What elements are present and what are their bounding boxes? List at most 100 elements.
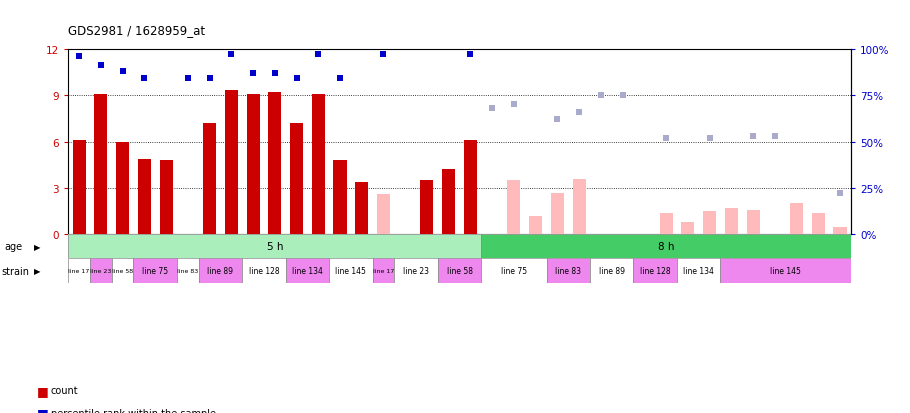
Bar — [329, 259, 372, 283]
Bar — [420, 181, 433, 235]
Text: line 128: line 128 — [640, 266, 671, 275]
Bar — [677, 259, 721, 283]
Text: ■: ■ — [36, 384, 48, 397]
Bar — [134, 259, 177, 283]
Text: ■: ■ — [36, 406, 48, 413]
Text: line 134: line 134 — [292, 266, 323, 275]
Text: line 23: line 23 — [403, 266, 430, 275]
Bar — [225, 91, 238, 235]
Bar — [198, 259, 242, 283]
Bar — [68, 259, 90, 283]
Point — [72, 54, 86, 60]
Text: line 89: line 89 — [207, 266, 234, 275]
Text: 8 h: 8 h — [658, 242, 674, 252]
Text: ▶: ▶ — [34, 242, 40, 251]
Bar — [464, 140, 477, 235]
Bar — [481, 235, 851, 259]
Point — [833, 191, 847, 197]
Bar — [508, 181, 521, 235]
Bar — [116, 142, 129, 235]
Point — [116, 69, 130, 75]
Point — [767, 133, 782, 140]
Point — [593, 93, 608, 99]
Bar — [247, 94, 259, 235]
Point — [224, 52, 238, 58]
Bar — [547, 259, 590, 283]
Point — [615, 93, 630, 99]
Point — [485, 105, 500, 112]
Bar — [746, 210, 760, 235]
Bar — [721, 259, 851, 283]
Bar — [724, 209, 738, 235]
Text: line 58: line 58 — [112, 268, 133, 273]
Bar — [633, 259, 677, 283]
Point — [703, 135, 717, 142]
Bar — [551, 193, 564, 235]
Point — [137, 76, 152, 83]
Text: line 134: line 134 — [683, 266, 714, 275]
Text: ▶: ▶ — [34, 266, 40, 275]
Point — [745, 133, 760, 140]
Text: line 75: line 75 — [142, 266, 168, 275]
Text: line 89: line 89 — [599, 266, 625, 275]
Bar — [529, 216, 542, 235]
Bar — [333, 161, 347, 235]
Point — [659, 135, 673, 142]
Text: 5 h: 5 h — [267, 242, 283, 252]
Bar — [660, 213, 672, 235]
Point — [268, 70, 282, 77]
Bar — [68, 235, 481, 259]
Text: line 145: line 145 — [336, 266, 367, 275]
Text: count: count — [51, 385, 78, 395]
Bar — [95, 94, 107, 235]
Bar — [442, 170, 455, 235]
Bar — [112, 259, 134, 283]
Bar — [377, 195, 390, 235]
Bar — [177, 259, 198, 283]
Point — [333, 76, 348, 83]
Text: line 75: line 75 — [501, 266, 527, 275]
Bar — [286, 259, 329, 283]
Text: percentile rank within the sample: percentile rank within the sample — [51, 408, 216, 413]
Point — [376, 52, 390, 58]
Bar — [372, 259, 394, 283]
Bar — [590, 259, 633, 283]
Text: line 23: line 23 — [90, 268, 112, 273]
Bar — [834, 227, 846, 235]
Point — [180, 76, 195, 83]
Point — [507, 102, 521, 109]
Text: line 83: line 83 — [555, 266, 581, 275]
Bar — [90, 259, 112, 283]
Point — [202, 76, 217, 83]
Bar — [682, 223, 694, 235]
Bar — [355, 182, 369, 235]
Bar — [572, 179, 586, 235]
Bar — [137, 159, 151, 235]
Text: line 128: line 128 — [248, 266, 279, 275]
Point — [311, 52, 326, 58]
Text: line 17: line 17 — [68, 268, 90, 273]
Point — [463, 52, 478, 58]
Bar — [312, 94, 325, 235]
Bar — [159, 161, 173, 235]
Bar — [394, 259, 438, 283]
Text: age: age — [5, 242, 23, 252]
Point — [550, 116, 564, 123]
Bar — [481, 259, 547, 283]
Bar — [268, 93, 281, 235]
Point — [94, 63, 108, 69]
Text: strain: strain — [1, 266, 29, 276]
Text: line 83: line 83 — [177, 268, 198, 273]
Bar — [812, 213, 824, 235]
Bar — [703, 211, 716, 235]
Text: line 17: line 17 — [373, 268, 394, 273]
Point — [246, 70, 260, 77]
Bar — [290, 123, 303, 235]
Text: line 145: line 145 — [770, 266, 801, 275]
Point — [289, 76, 304, 83]
Bar — [438, 259, 481, 283]
Bar — [242, 259, 286, 283]
Bar — [73, 140, 86, 235]
Bar — [790, 204, 803, 235]
Text: line 58: line 58 — [447, 266, 472, 275]
